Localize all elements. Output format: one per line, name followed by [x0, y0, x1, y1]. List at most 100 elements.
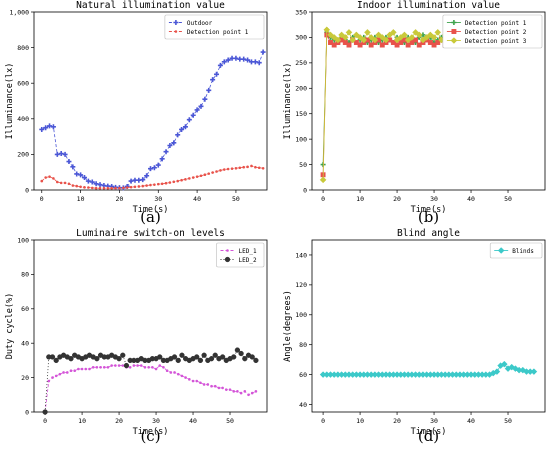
data-point: [236, 390, 239, 393]
data-point: [390, 28, 397, 36]
legend-swatch-marker: [450, 37, 458, 44]
y-tick-label: 100: [295, 135, 307, 143]
data-point: [67, 182, 71, 186]
panel-blind-angle: Blind angle 0 10 20 30 40 50 40 60 80 100 120 140 Tim…: [283, 228, 546, 445]
x-axis-label: Time(s): [133, 427, 169, 437]
data-point: [97, 182, 103, 188]
legend-swatch-marker: [174, 30, 178, 33]
y-axis-label: Illuminance(lx): [5, 63, 15, 140]
data-point: [163, 149, 169, 155]
data-point: [94, 186, 98, 190]
data-point: [154, 367, 158, 371]
data-point: [214, 71, 220, 77]
data-point: [184, 376, 187, 379]
data-point: [171, 140, 177, 146]
data-point: [153, 183, 156, 186]
data-point: [156, 182, 160, 186]
y-tick-label: 0: [25, 186, 29, 194]
data-point: [53, 357, 59, 364]
data-point: [334, 36, 342, 44]
data-point: [151, 365, 154, 369]
data-point: [147, 365, 150, 369]
x-tick-label: 20: [116, 195, 124, 203]
series-1: [42, 347, 259, 415]
data-point: [84, 367, 88, 371]
legend-swatch-marker: [224, 256, 231, 263]
data-point: [234, 347, 241, 353]
x-tick-label: 30: [152, 417, 160, 425]
data-point: [157, 354, 163, 360]
panel-label: (c): [140, 427, 160, 445]
axes-frame: [311, 239, 546, 413]
x-tick-label: 0: [321, 195, 325, 203]
data-point: [434, 28, 442, 36]
y-tick-label: 300: [295, 34, 307, 42]
legend-swatch-marker: [451, 29, 457, 34]
data-point: [116, 356, 122, 362]
series-1: [40, 164, 265, 190]
data-point: [195, 379, 199, 383]
data-point: [123, 362, 130, 369]
data-point: [144, 173, 150, 179]
data-point: [77, 367, 80, 371]
data-point: [199, 381, 202, 385]
data-point: [99, 365, 102, 369]
data-point: [319, 176, 327, 184]
data-point: [427, 40, 433, 45]
data-point: [171, 354, 178, 360]
axes-frame: [33, 11, 268, 191]
data-point: [69, 369, 73, 373]
y-tick-label: 80: [21, 271, 29, 279]
series-line: [41, 51, 264, 189]
y-tick-label: 800: [17, 44, 29, 52]
data-point: [143, 365, 147, 369]
data-point: [243, 390, 247, 393]
data-point: [238, 350, 244, 357]
data-point: [246, 165, 249, 169]
y-tick-label: 200: [17, 151, 29, 159]
data-point: [50, 124, 56, 130]
series-0: [39, 49, 266, 191]
data-point: [164, 181, 168, 185]
data-point: [182, 124, 188, 130]
chart-title: Luminaire switch-on levels: [76, 228, 225, 239]
y-tick-label: 50: [299, 161, 307, 169]
data-point: [232, 390, 236, 393]
y-tick-label: 140: [295, 251, 307, 259]
data-point: [233, 55, 239, 61]
data-point: [430, 34, 438, 41]
x-tick-label: 0: [321, 417, 325, 425]
data-point: [206, 383, 210, 386]
data-point: [252, 59, 258, 65]
legend-swatch-marker: [497, 247, 505, 254]
y-axis-label: Illuminance(lx): [283, 63, 293, 140]
data-point: [136, 364, 139, 367]
legend-label: Detection point 1: [465, 20, 527, 27]
data-point: [222, 168, 226, 171]
data-point: [106, 186, 110, 190]
data-point: [202, 96, 208, 102]
x-tick-label: 10: [78, 417, 86, 425]
y-tick-label: 120: [295, 281, 307, 289]
x-tick-label: 10: [356, 195, 364, 203]
data-point: [256, 60, 262, 66]
data-point: [155, 162, 161, 168]
data-point: [207, 172, 211, 175]
y-tick-label: 40: [21, 340, 29, 348]
y-tick-label: 40: [299, 401, 307, 409]
y-tick-label: 0: [303, 186, 307, 194]
data-point: [175, 357, 181, 364]
data-point: [117, 364, 121, 367]
data-point: [95, 365, 99, 369]
data-point: [102, 186, 106, 190]
data-point: [416, 42, 422, 48]
data-point: [201, 352, 207, 358]
data-point: [54, 374, 58, 378]
legend: Blinds: [489, 242, 543, 259]
data-point: [102, 365, 106, 369]
x-tick-label: 40: [193, 195, 201, 203]
legend-swatch-marker: [451, 20, 457, 25]
data-point: [254, 390, 258, 393]
data-point: [331, 42, 337, 48]
data-point: [120, 352, 126, 358]
